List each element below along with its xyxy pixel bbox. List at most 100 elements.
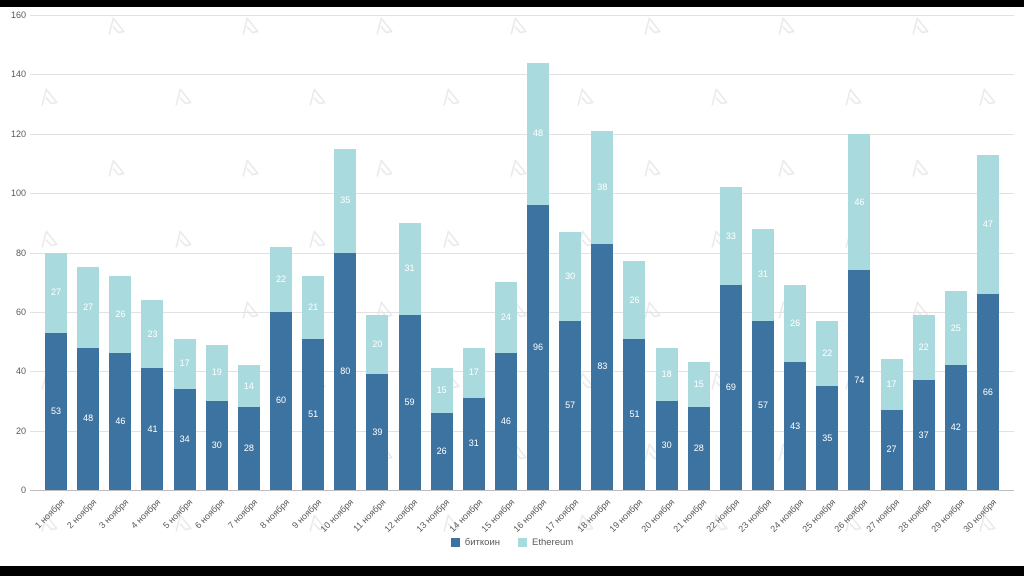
watermark-logo: [34, 225, 64, 258]
forklog-logo-icon: [443, 230, 460, 248]
bar-segment-bitcoin: [784, 362, 807, 490]
watermark-logo: [168, 509, 198, 542]
data-label-ethereum: 31: [404, 263, 415, 274]
bar-segment-bitcoin: [559, 320, 582, 490]
legend-item-bitcoin: биткоин: [450, 537, 500, 548]
bar-segment-bitcoin: [687, 406, 710, 490]
x-axis-tick-label: 26 ноября: [832, 497, 870, 534]
forklog-logo-icon: [912, 17, 929, 35]
bar-segment-bitcoin: [880, 409, 903, 490]
watermark-logo: [302, 83, 332, 116]
bar-segment-ethereum: [527, 62, 550, 205]
x-axis-tick-label: 24 ноября: [768, 497, 806, 534]
watermark-logo: [235, 12, 265, 45]
forklog-logo-icon: [41, 230, 58, 248]
watermark-logo: [570, 83, 600, 116]
data-label-bitcoin: 69: [725, 382, 736, 393]
data-label-bitcoin: 27: [886, 444, 897, 455]
forklog-logo-icon: [577, 88, 594, 106]
data-label-ethereum: 27: [83, 301, 94, 312]
gridline: [30, 311, 1014, 313]
legend-swatch-ethereum: [518, 538, 527, 547]
forklog-logo-icon: [108, 159, 125, 177]
bar-segment-bitcoin: [655, 400, 678, 490]
data-label-bitcoin: 26: [436, 445, 447, 456]
bar-segment-bitcoin: [591, 243, 614, 490]
watermark-logo: [637, 296, 667, 329]
forklog-logo-icon: [309, 88, 326, 106]
forklog-logo-icon: [41, 88, 58, 106]
x-axis-tick-label: 17 ноября: [543, 497, 581, 534]
data-label-ethereum: 30: [565, 270, 576, 281]
bar-segment-ethereum: [77, 267, 100, 348]
data-label-ethereum: 35: [340, 195, 351, 206]
data-label-bitcoin: 43: [790, 420, 801, 431]
watermark-logo: [637, 12, 667, 45]
forklog-logo-icon: [443, 88, 460, 106]
data-label-ethereum: 26: [629, 294, 640, 305]
forklog-logo-icon: [845, 514, 862, 532]
data-label-bitcoin: 41: [147, 423, 158, 434]
watermark-logo: [704, 509, 734, 542]
x-axis-tick-label: 21 ноября: [671, 497, 709, 534]
bar-segment-ethereum: [462, 347, 485, 398]
chart-legend: биткоин Ethereum: [0, 537, 1024, 548]
letterbox-top: [0, 0, 1024, 7]
x-axis-tick-label: 4 ноября: [129, 497, 163, 531]
bar-segment-bitcoin: [205, 400, 228, 490]
forklog-logo-icon: [510, 17, 527, 35]
bar-segment-ethereum: [591, 130, 614, 244]
forklog-logo-icon: [711, 88, 728, 106]
data-label-bitcoin: 31: [468, 438, 479, 449]
gridline: [30, 252, 1014, 254]
gridline: [30, 193, 1014, 195]
bar-segment-bitcoin: [623, 338, 646, 490]
forklog-logo-icon: [108, 17, 125, 35]
data-label-ethereum: 22: [822, 347, 833, 358]
watermark-logo: [34, 509, 64, 542]
bar-segment-bitcoin: [270, 311, 292, 490]
x-axis-tick-label: 10 ноября: [318, 497, 356, 534]
watermark-logo: [838, 83, 868, 116]
y-axis-tick-label: 80: [15, 247, 26, 258]
gridline: [30, 430, 1014, 432]
bar-segment-bitcoin: [334, 252, 357, 490]
bar-segment-ethereum: [205, 344, 228, 401]
data-label-ethereum: 25: [950, 322, 961, 333]
data-label-bitcoin: 59: [404, 396, 415, 407]
watermark-logo: [905, 12, 935, 45]
data-label-ethereum: 33: [725, 230, 736, 241]
watermark-logo: [436, 83, 466, 116]
data-label-ethereum: 26: [790, 318, 801, 329]
x-axis-tick-label: 12 ноября: [382, 497, 420, 534]
forklog-logo-icon: [376, 17, 393, 35]
bar-segment-bitcoin: [45, 332, 68, 490]
gridline: [30, 133, 1014, 135]
x-axis-tick-label: 28 ноября: [896, 497, 934, 534]
x-axis-tick-label: 3 ноября: [96, 497, 131, 531]
bar-segment-bitcoin: [816, 386, 839, 490]
data-label-ethereum: 18: [661, 368, 672, 379]
forklog-logo-icon: [577, 514, 594, 532]
bar-segment-ethereum: [687, 362, 710, 407]
gridline: [30, 74, 1014, 76]
forklog-logo-icon: [376, 301, 393, 319]
x-axis-tick-label: 16 ноября: [511, 497, 549, 534]
legend-item-ethereum: Ethereum: [518, 537, 573, 548]
forklog-logo-icon: [979, 88, 996, 106]
watermark-logo: [101, 12, 131, 45]
watermark-logo: [503, 12, 533, 45]
data-label-ethereum: 19: [211, 367, 222, 378]
x-axis-tick-label: 19 ноября: [607, 497, 645, 534]
forklog-logo-icon: [175, 88, 192, 106]
bar-segment-bitcoin: [976, 294, 999, 490]
data-label-bitcoin: 37: [918, 429, 929, 440]
forklog-logo-icon: [376, 159, 393, 177]
data-label-ethereum: 38: [597, 181, 608, 192]
watermark-logo: [235, 154, 265, 187]
watermark-logo: [503, 154, 533, 187]
legend-swatch-bitcoin: [450, 538, 460, 547]
letterbox-bottom: [0, 566, 1024, 576]
